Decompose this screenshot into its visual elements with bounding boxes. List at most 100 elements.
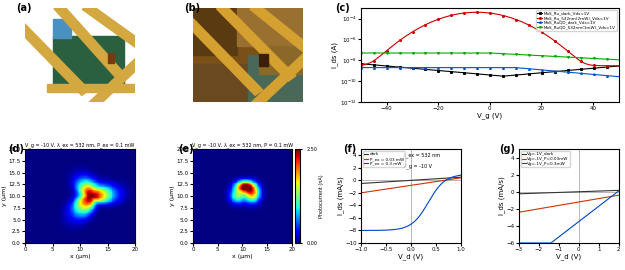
MoS_Ru_dark_Vds=1V	[516, 73, 523, 76]
P_ex = 0.03 mW	[417, 182, 424, 185]
Y-axis label: y (μm): y (μm)	[2, 186, 8, 206]
Vg=-1V_P=0.3mW	[515, 241, 522, 245]
MoS_Ru_532nm(2mW)_Vds=1V	[358, 64, 366, 67]
P_ex = 0.3 mW	[457, 174, 464, 177]
Legend: dark, P_ex = 0.03 mW, P_ex = 0.3 mW: dark, P_ex = 0.03 mW, P_ex = 0.3 mW	[363, 151, 405, 167]
MoS_Ru_532nm(2mW)_Vds=1V	[511, 17, 518, 21]
Y-axis label: I_ds (mA/s): I_ds (mA/s)	[337, 177, 344, 215]
MoS_Ru_dark_Vds=1V	[358, 62, 366, 65]
Line: Vg=-1V_dark: Vg=-1V_dark	[519, 190, 619, 194]
Vg=-1V_dark	[615, 189, 622, 192]
Polygon shape	[82, 3, 144, 49]
P_ex = 0.3 mW	[417, 213, 424, 217]
MoS_Ru_532nm(2mW)_Vds=1V	[615, 64, 622, 68]
Vg=-1V_P=0.3mW	[574, 221, 582, 224]
MoS_Ru_532nm(2mW)_Vds=1V	[516, 19, 523, 22]
Vg=-1V_P=0.03mW	[576, 200, 584, 203]
Text: (d): (d)	[9, 144, 24, 154]
Polygon shape	[47, 84, 141, 92]
Legend: Vg=-1V_dark, Vg=-1V_P=0.03mW, Vg=-1V_P=0.3mW: Vg=-1V_dark, Vg=-1V_P=0.03mW, Vg=-1V_P=0…	[521, 151, 570, 167]
MoS_Ru_532nm(2mW)_Vds=1V	[576, 59, 583, 62]
MoS_Ru_dark_Vds=1V	[357, 62, 364, 65]
Text: λ_ex = 532 nm: λ_ex = 532 nm	[403, 152, 440, 158]
P_ex = 0.03 mW	[357, 191, 365, 194]
Vg=-1V_dark	[599, 189, 607, 193]
Text: (b): (b)	[184, 4, 200, 14]
Vg=-1V_dark	[574, 190, 582, 193]
MoS_Ru_532nm(2mW)_Vds=1V	[592, 64, 599, 67]
Polygon shape	[184, 17, 262, 95]
dark	[357, 182, 365, 185]
Line: MoS_RuQD_dark_Vds=1V: MoS_RuQD_dark_Vds=1V	[360, 67, 619, 77]
X-axis label: V_g (V): V_g (V)	[478, 113, 502, 119]
MoS_RuQD_532nm(1mW)_Vds=1V	[510, 53, 518, 56]
Polygon shape	[250, 52, 312, 110]
Vg=-1V_P=0.3mW	[606, 197, 613, 200]
Text: V_g = -10 V: V_g = -10 V	[403, 163, 432, 169]
MoS_RuQD_dark_Vds=1V	[510, 66, 518, 69]
Vg=-1V_P=0.03mW	[574, 200, 582, 204]
Bar	[248, 55, 303, 102]
Text: (e): (e)	[178, 144, 194, 154]
Vg=-1V_P=0.3mW	[574, 220, 582, 224]
Vg=-1V_P=0.03mW	[606, 195, 613, 198]
Vg=-1V_P=0.3mW	[615, 189, 622, 193]
Vg=-1V_dark	[606, 189, 613, 192]
dark	[357, 182, 364, 185]
Line: MoS_Ru_dark_Vds=1V: MoS_Ru_dark_Vds=1V	[360, 63, 619, 77]
Vg=-1V_dark	[515, 192, 522, 195]
Vg=-1V_dark	[515, 192, 522, 195]
Bar	[52, 36, 124, 88]
Text: (g): (g)	[499, 144, 514, 154]
MoS_Ru_532nm(2mW)_Vds=1V	[511, 18, 519, 21]
MoS_Ru_dark_Vds=1V	[511, 73, 518, 77]
Vg=-1V_P=0.3mW	[576, 219, 584, 222]
P_ex = 0.3 mW	[357, 229, 364, 232]
Polygon shape	[16, 22, 89, 95]
MoS_Ru_dark_Vds=1V	[499, 75, 506, 78]
Text: (c): (c)	[335, 4, 350, 14]
Polygon shape	[250, 3, 312, 53]
dark	[441, 177, 449, 180]
Bar	[259, 54, 268, 66]
MoS_Ru_532nm(2mW)_Vds=1V	[474, 11, 481, 14]
Vg=-1V_dark	[574, 190, 582, 193]
MoS_Ru_dark_Vds=1V	[576, 68, 583, 71]
Y-axis label: Photocurrent (nA): Photocurrent (nA)	[319, 174, 324, 218]
Polygon shape	[88, 57, 144, 110]
Line: P_ex = 0.3 mW: P_ex = 0.3 mW	[361, 175, 461, 231]
MoS_Ru_dark_Vds=1V	[511, 73, 519, 77]
Vg=-1V_P=0.03mW	[515, 211, 522, 214]
Y-axis label: I_ds (A): I_ds (A)	[331, 42, 338, 68]
P_ex = 0.03 mW	[441, 178, 449, 182]
P_ex = 0.3 mW	[357, 229, 365, 232]
Bar	[237, 8, 303, 46]
Bar	[193, 65, 248, 102]
MoS_Ru_532nm(2mW)_Vds=1V	[357, 64, 364, 67]
Line: Vg=-1V_P=0.3mW: Vg=-1V_P=0.3mW	[519, 191, 619, 243]
MoS_RuQD_532nm(1mW)_Vds=1V	[357, 51, 364, 55]
Y-axis label: y (μm): y (μm)	[170, 186, 175, 206]
Line: MoS_RuQD_532nm(1mW)_Vds=1V: MoS_RuQD_532nm(1mW)_Vds=1V	[360, 52, 619, 61]
dark	[448, 176, 455, 180]
P_ex = 0.3 mW	[416, 214, 424, 217]
MoS_RuQD_dark_Vds=1V	[515, 66, 522, 69]
P_ex = 0.03 mW	[357, 191, 364, 194]
X-axis label: V_d (V): V_d (V)	[556, 254, 581, 260]
X-axis label: x (μm): x (μm)	[232, 254, 253, 259]
dark	[417, 178, 424, 181]
MoS_RuQD_dark_Vds=1V	[615, 75, 622, 78]
MoS_RuQD_532nm(1mW)_Vds=1V	[511, 53, 518, 56]
MoS_Ru_dark_Vds=1V	[615, 64, 622, 68]
Y-axis label: I_ds (mA/s): I_ds (mA/s)	[498, 177, 505, 215]
Text: (f): (f)	[342, 144, 356, 154]
Legend: MoS_Ru_dark_Vds=1V, MoS_Ru_532nm(2mW)_Vds=1V, MoS_RuQD_dark_Vds=1V, MoS_RuQD_532: MoS_Ru_dark_Vds=1V, MoS_Ru_532nm(2mW)_Vd…	[536, 10, 617, 31]
MoS_RuQD_dark_Vds=1V	[574, 72, 582, 75]
Line: Vg=-1V_P=0.03mW: Vg=-1V_P=0.03mW	[519, 195, 619, 212]
Vg=-1V_P=0.03mW	[615, 194, 622, 197]
Bar	[107, 53, 114, 63]
P_ex = 0.3 mW	[441, 179, 449, 182]
P_ex = 0.03 mW	[457, 176, 464, 180]
Vg=-1V_dark	[576, 190, 584, 193]
MoS_RuQD_dark_Vds=1V	[511, 66, 518, 69]
